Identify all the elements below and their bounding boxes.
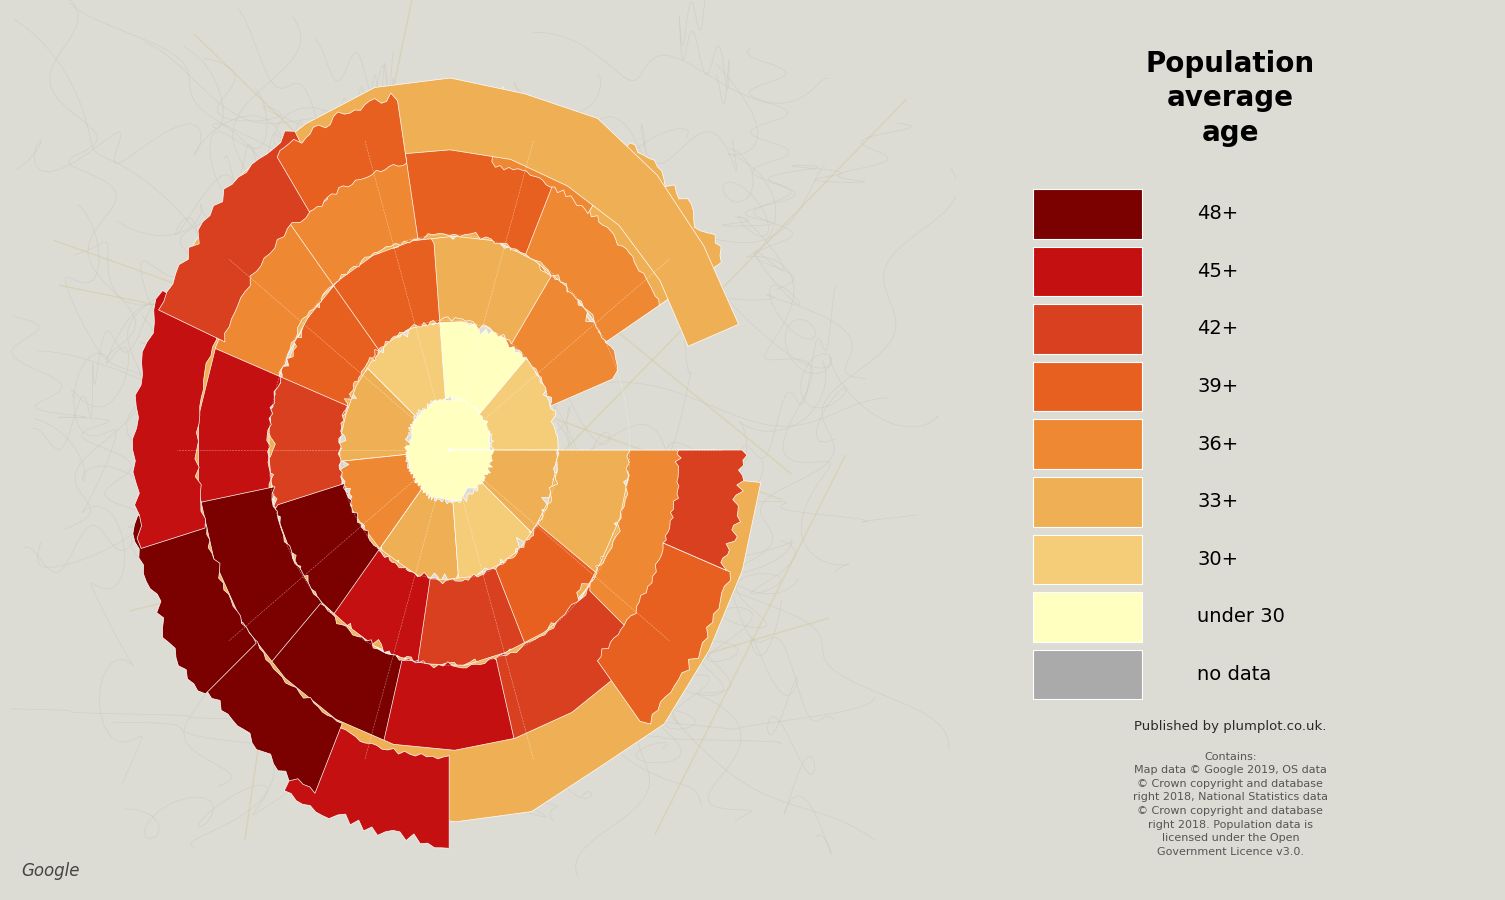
FancyBboxPatch shape	[1032, 304, 1142, 354]
Polygon shape	[132, 502, 256, 694]
Polygon shape	[158, 131, 328, 342]
Polygon shape	[275, 286, 379, 416]
FancyBboxPatch shape	[1032, 535, 1142, 584]
FancyBboxPatch shape	[1032, 592, 1142, 642]
Polygon shape	[132, 291, 218, 548]
Polygon shape	[334, 550, 439, 668]
Text: Contains:
Map data © Google 2019, OS data
© Crown copyright and database
right 2: Contains: Map data © Google 2019, OS dat…	[1133, 752, 1327, 857]
Text: no data: no data	[1198, 665, 1272, 684]
Polygon shape	[597, 543, 730, 724]
Polygon shape	[284, 715, 448, 849]
FancyBboxPatch shape	[1032, 477, 1142, 526]
Polygon shape	[453, 483, 533, 584]
Polygon shape	[172, 339, 280, 536]
FancyBboxPatch shape	[1032, 189, 1142, 239]
Polygon shape	[182, 487, 331, 700]
Polygon shape	[257, 131, 418, 297]
Text: 33+: 33+	[1198, 492, 1239, 511]
Polygon shape	[418, 562, 537, 670]
Text: Population
average
age: Population average age	[1145, 50, 1315, 147]
FancyBboxPatch shape	[1032, 419, 1142, 469]
Polygon shape	[256, 604, 418, 771]
Text: Google: Google	[21, 862, 80, 880]
Polygon shape	[339, 454, 421, 549]
Text: 42+: 42+	[1198, 320, 1239, 338]
Polygon shape	[381, 490, 458, 581]
Polygon shape	[482, 450, 558, 536]
Polygon shape	[178, 126, 724, 772]
Polygon shape	[364, 320, 445, 417]
Polygon shape	[185, 200, 334, 393]
FancyBboxPatch shape	[1032, 247, 1142, 296]
Polygon shape	[590, 143, 721, 305]
Text: 36+: 36+	[1198, 435, 1239, 454]
Polygon shape	[143, 78, 762, 822]
Polygon shape	[510, 142, 689, 342]
FancyBboxPatch shape	[1032, 362, 1142, 411]
Text: 39+: 39+	[1198, 377, 1239, 396]
Text: under 30: under 30	[1198, 608, 1285, 626]
Text: 48+: 48+	[1198, 204, 1239, 223]
Polygon shape	[495, 514, 605, 645]
Polygon shape	[590, 450, 728, 659]
Polygon shape	[403, 399, 494, 500]
Text: Published by plumplot.co.uk.: Published by plumplot.co.uk.	[1135, 720, 1326, 733]
Polygon shape	[379, 120, 564, 254]
Polygon shape	[664, 450, 746, 571]
Polygon shape	[277, 93, 406, 212]
Polygon shape	[263, 375, 349, 523]
Text: 30+: 30+	[1198, 550, 1239, 569]
Text: 45+: 45+	[1198, 262, 1239, 281]
Polygon shape	[417, 230, 551, 344]
Polygon shape	[193, 622, 342, 793]
Polygon shape	[272, 483, 387, 625]
Polygon shape	[439, 318, 527, 414]
Polygon shape	[492, 86, 625, 213]
Polygon shape	[495, 574, 674, 765]
Polygon shape	[336, 368, 415, 462]
Polygon shape	[479, 354, 558, 450]
FancyBboxPatch shape	[1032, 650, 1142, 699]
Polygon shape	[319, 231, 439, 361]
Polygon shape	[268, 238, 631, 669]
Polygon shape	[504, 264, 617, 406]
Polygon shape	[539, 450, 632, 578]
Polygon shape	[379, 653, 542, 784]
